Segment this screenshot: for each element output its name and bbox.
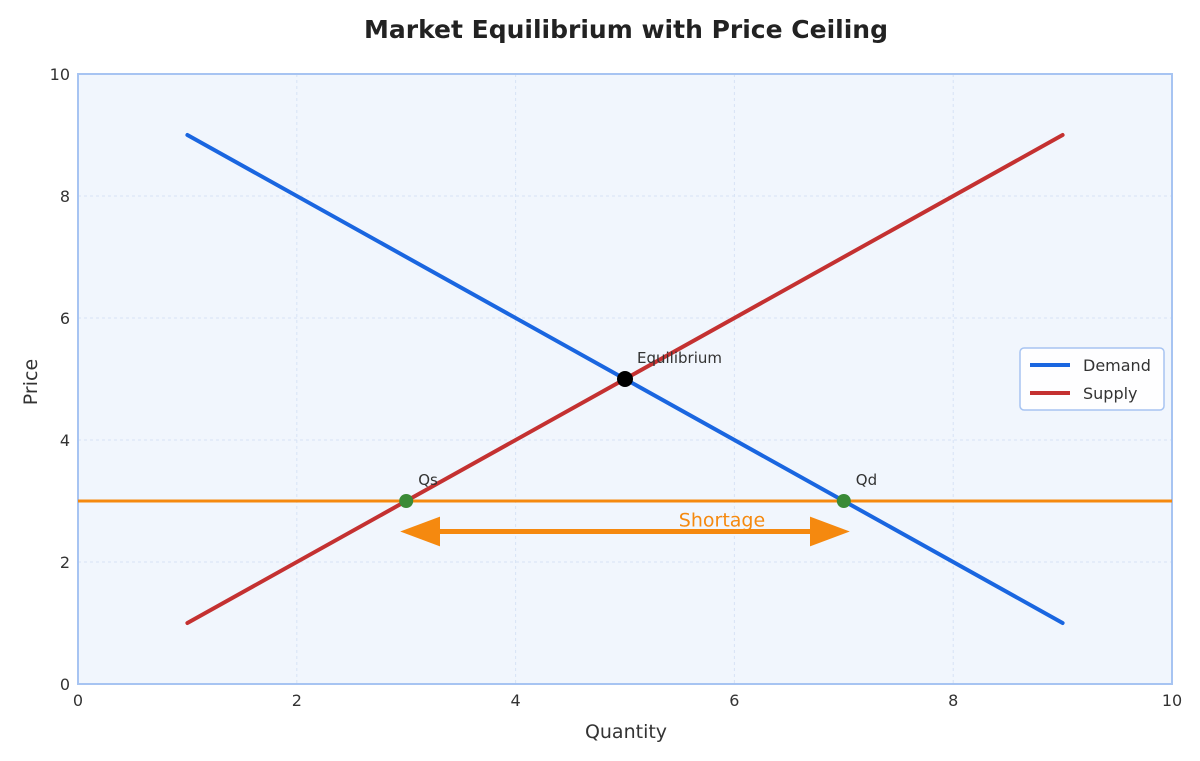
y-tick-label: 2 <box>60 553 70 572</box>
x-axis-title: Quantity <box>585 721 667 743</box>
y-tick-label: 0 <box>60 675 70 694</box>
x-tick-label: 8 <box>948 691 958 710</box>
y-tick-label: 4 <box>60 431 70 450</box>
x-tick-label: 10 <box>1162 691 1182 710</box>
chart-title: Market Equilibrium with Price Ceiling <box>364 15 888 44</box>
y-tick-label: 10 <box>50 65 70 84</box>
y-axis-title: Price <box>20 359 42 405</box>
y-tick-label: 6 <box>60 309 70 328</box>
x-tick-label: 2 <box>292 691 302 710</box>
plot-frame <box>77 73 1173 685</box>
y-tick-label: 8 <box>60 187 70 206</box>
point-qd <box>836 494 851 508</box>
point-equilibrium <box>617 371 633 387</box>
point-label-equilibrium: Equilibrium <box>637 349 722 367</box>
x-tick-label: 4 <box>511 691 521 710</box>
shortage-label: Shortage <box>679 510 765 532</box>
x-tick-label: 0 <box>73 691 83 710</box>
point-label-qs: Qs <box>418 471 438 489</box>
legend-label-supply: Supply <box>1083 384 1138 403</box>
x-tick-label: 6 <box>729 691 739 710</box>
point-qs <box>399 494 414 508</box>
legend-label-demand: Demand <box>1083 356 1151 375</box>
point-label-qd: Qd <box>856 471 877 489</box>
